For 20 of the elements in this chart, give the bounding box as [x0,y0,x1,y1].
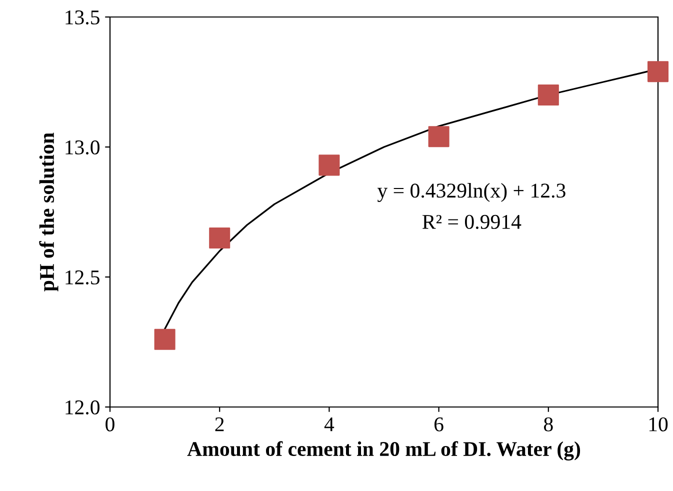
x-tick-label: 6 [434,417,444,432]
y-tick-label: 13.5 [66,10,100,25]
x-tick-label: 8 [544,417,553,432]
point [209,227,230,249]
point [428,126,450,148]
x-tick-label: 0 [106,417,114,432]
x-tick-label: 2 [215,417,224,432]
x-axis-title: Amount of cement in 20 mL of DI. Water (g) [187,441,580,460]
point [318,154,340,176]
annotation: y = 0.4329ln(x) + 12.3 [377,183,566,202]
point [647,61,669,82]
point [154,328,176,350]
x-tick-label: 4 [324,417,334,432]
x-tick-label: 10 [649,417,668,432]
y-tick-label: 13.0 [66,140,100,155]
point [538,84,559,106]
annotation: R² = 0.9914 [422,214,522,230]
y-tick-label: 12.5 [66,270,100,285]
y-tick-label: 12.0 [66,400,100,415]
y-axis-title: pH of the solution [39,132,58,292]
